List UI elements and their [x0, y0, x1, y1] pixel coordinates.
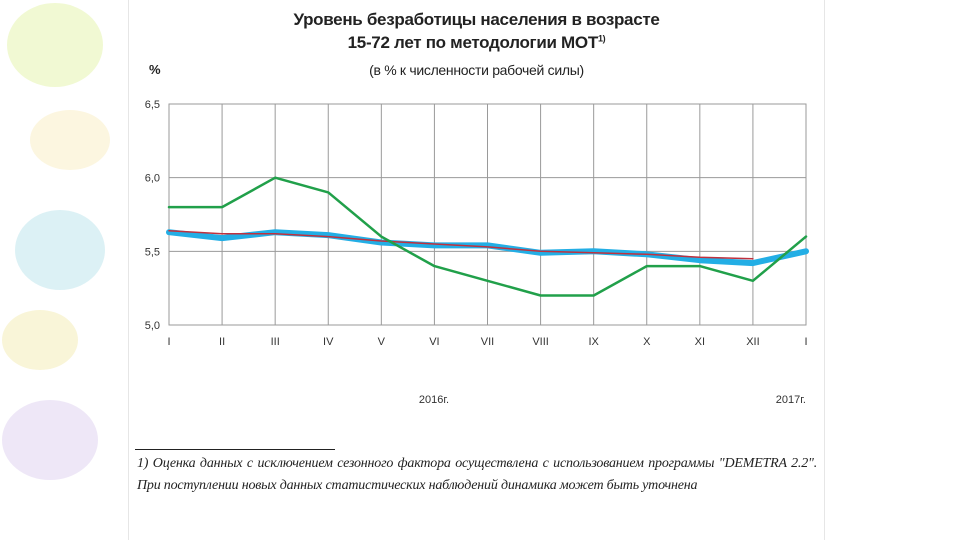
footnote-text: 1) Оценка данных с исключением сезонного…	[137, 456, 817, 493]
footnote-mark: 1)	[597, 33, 606, 44]
year-label-2017: 2017г.	[776, 394, 806, 406]
chart-slide: Уровень безработицы населения в возрасте…	[128, 0, 825, 540]
legend-label-1: по фактическим данным	[259, 419, 396, 420]
x-tick-label: VIII	[532, 336, 549, 348]
series-line-1	[167, 176, 808, 297]
x-tick-label: I	[804, 336, 807, 348]
chart-title-line2: 15-72 лет по методологии МОТ1)	[129, 33, 824, 53]
x-tick-label: VI	[429, 336, 439, 348]
x-tick-label: VII	[481, 336, 494, 348]
legend-label-2: с исключением сезонного фактора	[467, 419, 661, 420]
x-tick-label: IX	[588, 336, 599, 348]
footnote-divider	[135, 449, 335, 450]
x-tick-label: II	[219, 336, 225, 348]
line-chart: 5,05,56,06,5I II III IV V VI VII VIII IX X XI XII I2…	[145, 99, 809, 420]
x-tick-label: I	[167, 336, 170, 348]
chart-title-line1: Уровень безработицы населения в возрасте	[293, 10, 660, 29]
series-line-3	[168, 229, 754, 260]
legend-label-3: тренд	[741, 419, 773, 420]
grid	[168, 103, 807, 326]
x-tick-label: X	[643, 336, 651, 348]
x-tick-label: XI	[695, 336, 705, 348]
series-line-2	[166, 229, 809, 267]
chart-title-line2-text: 15-72 лет по методологии МОТ	[347, 33, 599, 52]
x-tick-label: XII	[746, 336, 759, 348]
y-tick-label: 5,5	[145, 246, 160, 258]
y-tick-label: 6,0	[145, 173, 160, 185]
year-label-2016: 2016г.	[419, 394, 449, 406]
y-tick-label: 6,5	[145, 99, 160, 111]
axis-labels: 5,05,56,06,5I II III IV V VI VII VIII IX X XI XII I2…	[145, 99, 808, 406]
y-axis-unit: %	[149, 62, 161, 77]
chart-subtitle: (в % к численности рабочей силы)	[369, 62, 584, 78]
series	[166, 176, 809, 297]
legend: по фактическим данным с исключением сезон…	[259, 419, 773, 420]
y-tick-label: 5,0	[145, 320, 160, 332]
x-tick-label: IV	[323, 336, 334, 348]
x-tick-label: III	[271, 336, 280, 348]
x-tick-label: V	[378, 336, 386, 348]
